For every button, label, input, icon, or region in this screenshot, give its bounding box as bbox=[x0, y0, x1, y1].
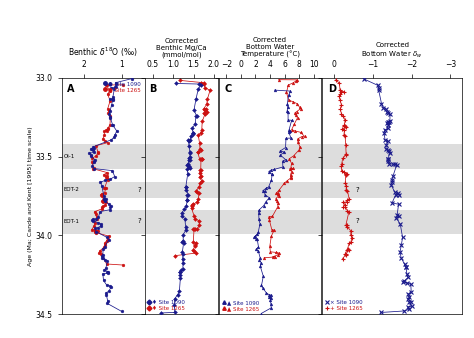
Text: EOT-1: EOT-1 bbox=[64, 219, 79, 224]
Bar bbox=[145, 144, 218, 169]
Y-axis label: Age (Ma; Cande and Kent [1995] time scale): Age (Ma; Cande and Kent [1995] time scal… bbox=[28, 126, 33, 266]
Text: ?: ? bbox=[356, 187, 359, 193]
Title: Corrected
Benthic Mg/Ca
(mmol/mol): Corrected Benthic Mg/Ca (mmol/mol) bbox=[156, 38, 207, 58]
Text: ?: ? bbox=[137, 218, 141, 224]
Legend: × Site 1090, + Site 1265: × Site 1090, + Site 1265 bbox=[325, 299, 364, 312]
Text: ?: ? bbox=[356, 218, 359, 224]
Bar bbox=[219, 182, 321, 198]
Bar bbox=[322, 182, 462, 198]
Legend: ♦ Site 1090, ♦ Site 1265: ♦ Site 1090, ♦ Site 1265 bbox=[147, 299, 186, 312]
Legend: ● Site 1090, ● Site 1265: ● Site 1090, ● Site 1265 bbox=[103, 80, 142, 93]
Text: B: B bbox=[149, 84, 156, 94]
Text: Oi-1: Oi-1 bbox=[64, 154, 75, 159]
Bar bbox=[145, 182, 218, 198]
Bar bbox=[62, 182, 145, 198]
Bar bbox=[322, 210, 462, 234]
Text: ?: ? bbox=[137, 187, 141, 193]
Text: D: D bbox=[328, 84, 336, 94]
Bar bbox=[62, 210, 145, 234]
Text: EOT-2: EOT-2 bbox=[64, 187, 79, 192]
Title: Corrected
Bottom Water
Temperature (°C): Corrected Bottom Water Temperature (°C) bbox=[240, 37, 300, 58]
Bar bbox=[145, 210, 218, 234]
Bar bbox=[322, 144, 462, 169]
Bar bbox=[62, 144, 145, 169]
Text: A: A bbox=[66, 84, 74, 94]
Title: Corrected
Bottom Water $\delta_w$: Corrected Bottom Water $\delta_w$ bbox=[362, 42, 423, 60]
Bar bbox=[219, 210, 321, 234]
Text: C: C bbox=[224, 84, 231, 94]
Bar bbox=[219, 144, 321, 169]
Legend: ▲ Site 1090, ▲ Site 1265: ▲ Site 1090, ▲ Site 1265 bbox=[222, 299, 260, 312]
Title: Benthic $\delta^{18}$O (‰): Benthic $\delta^{18}$O (‰) bbox=[68, 45, 138, 58]
